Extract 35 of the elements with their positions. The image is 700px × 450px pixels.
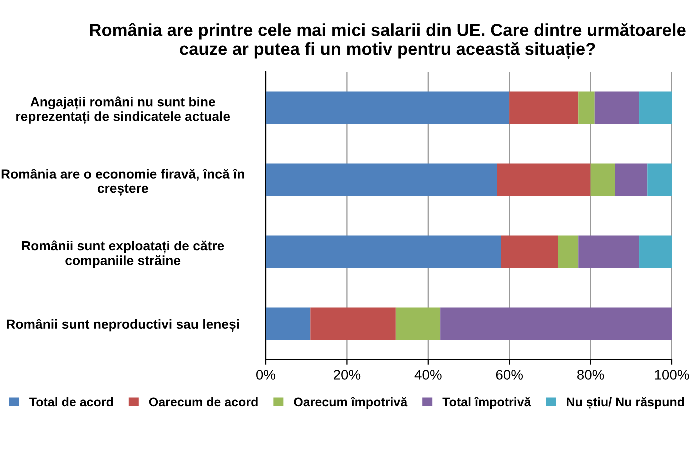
bar <box>640 236 672 268</box>
bar <box>396 308 441 340</box>
x-tick-label: 0% <box>256 370 276 380</box>
legend-label: Oarecum împotrivă <box>294 397 408 410</box>
legend-label: Oarecum de acord <box>149 397 258 407</box>
chart-title: România are printre cele mai mici salarii din UE. Care dintre următoarele cauze ar putea fi un motiv pentru această situație? <box>90 23 686 60</box>
x-tick-label: 40% <box>414 370 442 380</box>
bar <box>266 236 502 268</box>
bar <box>501 236 558 268</box>
bar <box>266 308 311 340</box>
legend-label: Total de acord <box>30 397 114 407</box>
bar <box>648 164 672 196</box>
bar <box>590 164 616 196</box>
x-tick-label: 80% <box>578 370 604 380</box>
bar <box>440 308 672 340</box>
legend-label: Nu știu/ Nu răspund <box>567 397 684 410</box>
x-tick-label: 100% <box>655 370 690 380</box>
y-tick-label: Angajații români nu sunt bine reprezentați de sindicatele actuale <box>16 96 230 124</box>
x-tick-label: 20% <box>334 370 361 380</box>
legend-label: Total împotrivă <box>442 397 532 410</box>
bar <box>510 92 579 124</box>
bar <box>640 92 672 124</box>
bar <box>266 92 510 124</box>
bar <box>497 164 591 196</box>
y-tick-label: Românii sunt exploatați de către companiile străine <box>22 240 224 268</box>
bar <box>558 236 579 268</box>
y-tick-label: Românii sunt neproductivi sau leneși <box>7 319 240 332</box>
bar <box>615 164 648 196</box>
bar <box>266 164 498 196</box>
bar <box>578 236 640 268</box>
bar <box>594 92 640 124</box>
bar <box>310 308 396 340</box>
x-tick-label: 60% <box>496 370 524 380</box>
bar <box>578 92 595 124</box>
y-tick-label: România are o economie firavă, încă în creștere <box>2 168 244 196</box>
